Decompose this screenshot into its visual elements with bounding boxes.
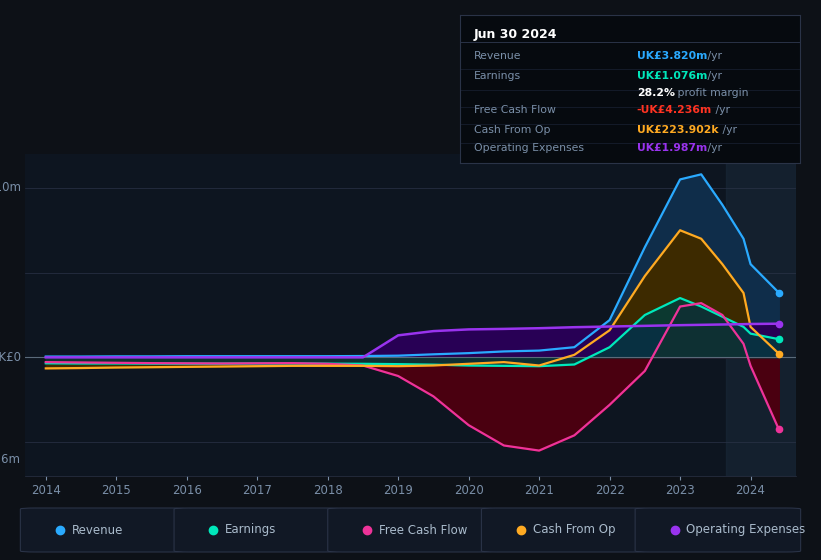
Text: /yr: /yr (704, 72, 722, 81)
Text: UK£0: UK£0 (0, 351, 21, 364)
Text: Earnings: Earnings (225, 524, 277, 536)
Text: UK£1.987m: UK£1.987m (637, 143, 707, 153)
FancyBboxPatch shape (481, 508, 647, 552)
Text: Operating Expenses: Operating Expenses (686, 524, 805, 536)
Text: Cash From Op: Cash From Op (474, 125, 550, 135)
Text: UK£1.076m: UK£1.076m (637, 72, 707, 81)
Text: UK£10m: UK£10m (0, 181, 21, 194)
Text: Revenue: Revenue (474, 51, 521, 60)
Text: /yr: /yr (712, 105, 730, 115)
Text: Revenue: Revenue (71, 524, 123, 536)
Text: Operating Expenses: Operating Expenses (474, 143, 584, 153)
Text: Jun 30 2024: Jun 30 2024 (474, 29, 557, 41)
FancyBboxPatch shape (328, 508, 493, 552)
Text: -UK£4.236m: -UK£4.236m (637, 105, 712, 115)
Text: Free Cash Flow: Free Cash Flow (474, 105, 556, 115)
Text: profit margin: profit margin (674, 88, 749, 99)
Text: /yr: /yr (719, 125, 737, 135)
Text: 28.2%: 28.2% (637, 88, 675, 99)
Text: UK£223.902k: UK£223.902k (637, 125, 718, 135)
FancyBboxPatch shape (635, 508, 800, 552)
Text: Free Cash Flow: Free Cash Flow (379, 524, 467, 536)
Text: UK£3.820m: UK£3.820m (637, 51, 707, 60)
Text: /yr: /yr (704, 143, 722, 153)
FancyBboxPatch shape (174, 508, 340, 552)
Text: Cash From Op: Cash From Op (533, 524, 615, 536)
Text: /yr: /yr (704, 51, 722, 60)
Text: -UK£6m: -UK£6m (0, 452, 21, 465)
Text: Earnings: Earnings (474, 72, 521, 81)
Bar (726, 154, 796, 476)
FancyBboxPatch shape (21, 508, 186, 552)
